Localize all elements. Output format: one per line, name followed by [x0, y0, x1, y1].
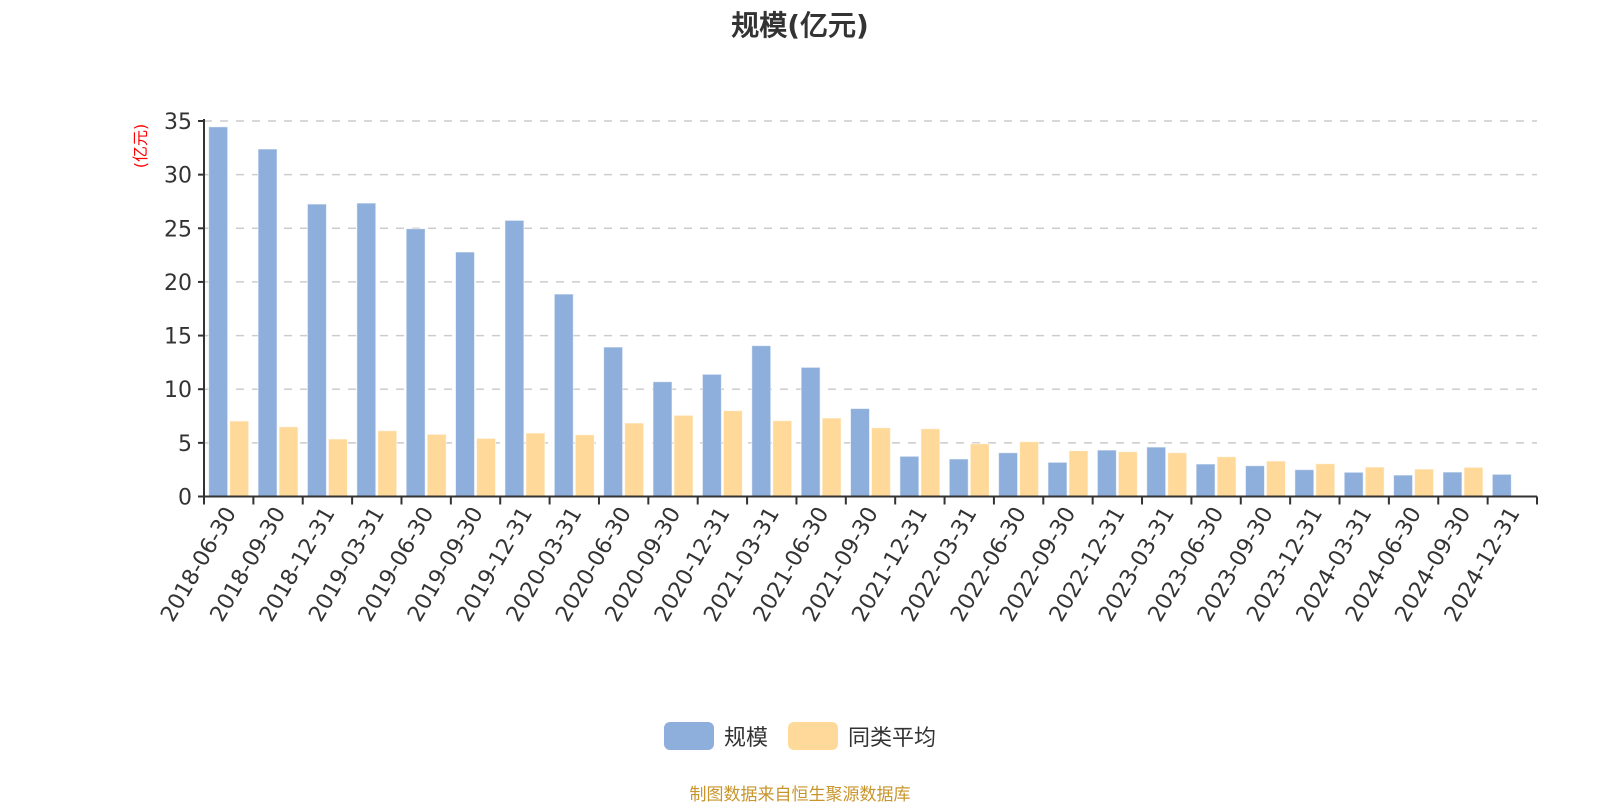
bar-peer-average[interactable] — [1364, 466, 1385, 497]
bar-scale[interactable] — [208, 126, 229, 497]
bar-scale[interactable] — [998, 452, 1019, 497]
bar-peer-average[interactable] — [722, 410, 743, 497]
bar-peer-average[interactable] — [327, 438, 348, 497]
bar-scale[interactable] — [1393, 474, 1414, 497]
bar-scale[interactable] — [405, 228, 426, 498]
gridlines — [204, 120, 1537, 444]
bar-peer-average[interactable] — [1068, 450, 1089, 497]
y-tick-label: 0 — [178, 486, 192, 511]
bar-peer-average[interactable] — [1167, 452, 1188, 497]
bar-peer-average[interactable] — [525, 432, 546, 497]
legend-item-scale[interactable]: 规模 — [663, 720, 768, 752]
bar-scale[interactable] — [701, 373, 722, 497]
bar-peer-average[interactable] — [1265, 460, 1286, 498]
bar-peer-average[interactable] — [229, 420, 250, 497]
bar-peer-average[interactable] — [476, 437, 497, 497]
bar-peer-average[interactable] — [624, 422, 645, 497]
bar-peer-average[interactable] — [1315, 463, 1336, 497]
bar-scale[interactable] — [1195, 463, 1216, 498]
bar-scale[interactable] — [504, 219, 525, 498]
bar-scale[interactable] — [948, 458, 969, 498]
bar-peer-average[interactable] — [772, 420, 793, 497]
bar-scale[interactable] — [652, 381, 673, 497]
y-tick-label: 20 — [164, 271, 192, 296]
bar-peer-average[interactable] — [871, 427, 891, 497]
bar-peer-average[interactable] — [426, 433, 447, 498]
y-tick-label: 10 — [164, 378, 192, 403]
bar-peer-average[interactable] — [821, 417, 842, 497]
y-tick-label: 35 — [164, 110, 192, 135]
bar-scale[interactable] — [1294, 469, 1315, 497]
y-tick-label: 5 — [178, 432, 192, 457]
bar-scale[interactable] — [800, 366, 821, 497]
bar-scale[interactable] — [257, 148, 278, 498]
legend: 规模 同类平均 — [0, 720, 1600, 752]
bar-peer-average[interactable] — [278, 426, 299, 497]
y-axis-label: (亿元) — [131, 124, 150, 169]
bar-scale[interactable] — [1343, 471, 1364, 497]
legend-item-peer-average[interactable]: 同类平均 — [788, 720, 936, 752]
legend-swatch-scale — [663, 722, 714, 750]
bar-scale[interactable] — [850, 408, 870, 498]
bar-scale[interactable] — [1491, 473, 1512, 498]
bar-peer-average[interactable] — [1414, 468, 1435, 497]
bar-peer-average[interactable] — [574, 434, 595, 497]
y-tick-label: 25 — [164, 217, 192, 242]
bar-scale[interactable] — [306, 203, 327, 497]
legend-label-scale: 规模 — [723, 726, 768, 751]
bar-peer-average[interactable] — [969, 443, 990, 497]
bars — [208, 126, 1512, 498]
axes — [198, 119, 1538, 505]
bar-scale[interactable] — [1096, 449, 1117, 498]
bar-scale[interactable] — [1146, 446, 1167, 498]
bar-chart: 0 5 10 15 20 25 30 35 2018-06-302018-09-302018-… — [131, 110, 1538, 626]
bar-scale[interactable] — [1244, 465, 1265, 498]
legend-swatch-peer-average — [788, 722, 838, 750]
bar-scale[interactable] — [1442, 471, 1463, 497]
legend-label-peer-average: 同类平均 — [848, 726, 937, 751]
bar-scale[interactable] — [603, 346, 624, 497]
bar-peer-average[interactable] — [377, 430, 398, 497]
y-tick-label: 15 — [164, 325, 192, 350]
bar-scale[interactable] — [356, 202, 377, 497]
bar-peer-average[interactable] — [920, 428, 941, 498]
bar-scale[interactable] — [553, 293, 574, 497]
bar-scale[interactable] — [1047, 461, 1068, 497]
x-tick-labels: 2018-06-302018-09-302018-12-312019-03-31… — [156, 503, 1525, 626]
bar-scale[interactable] — [751, 345, 772, 497]
bar-scale[interactable] — [899, 455, 920, 497]
bar-peer-average[interactable] — [673, 414, 694, 498]
bar-peer-average[interactable] — [1216, 456, 1237, 497]
bar-peer-average[interactable] — [1463, 466, 1484, 498]
chart-title: 规模(亿元) — [731, 9, 869, 42]
bar-peer-average[interactable] — [1117, 451, 1138, 497]
bar-peer-average[interactable] — [1019, 441, 1040, 497]
y-tick-label: 30 — [164, 164, 192, 189]
data-source-footer: 制图数据来自恒生聚源数据库 — [689, 785, 911, 805]
y-tick-labels: 0 5 10 15 20 25 30 35 — [164, 110, 192, 511]
bar-scale[interactable] — [455, 251, 476, 497]
